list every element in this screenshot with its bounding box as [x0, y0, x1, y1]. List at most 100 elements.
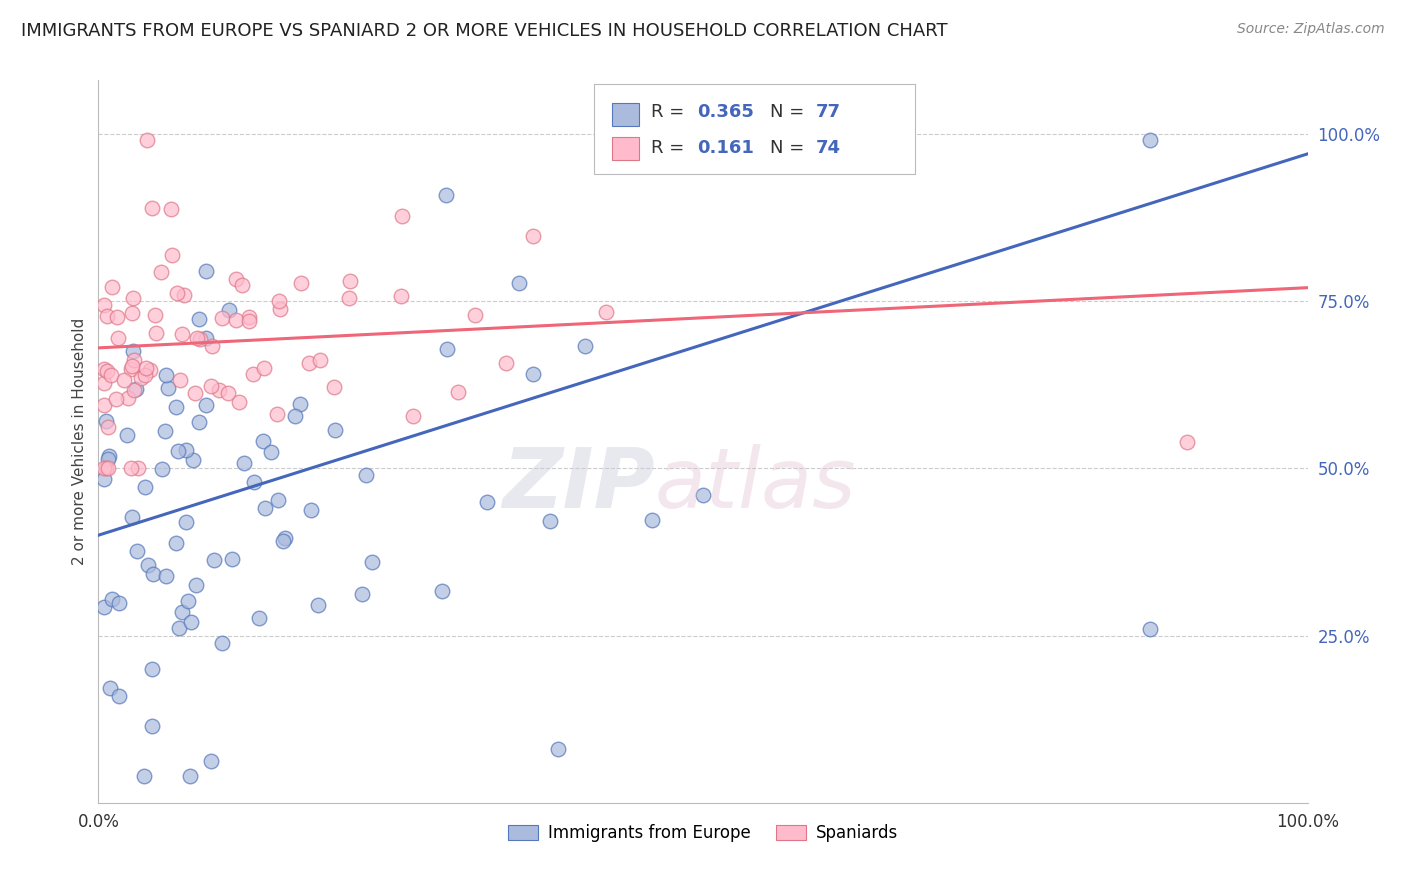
Point — [221, 552, 243, 566]
Point — [337, 291, 360, 305]
Point — [122, 383, 145, 397]
Point — [217, 385, 239, 400]
Point — [195, 264, 218, 278]
Point — [134, 480, 156, 494]
Point — [153, 424, 176, 438]
Point — [142, 566, 165, 581]
Point — [155, 368, 177, 382]
Point — [167, 621, 190, 635]
Point — [174, 442, 197, 457]
Point — [574, 339, 596, 353]
Point — [354, 467, 377, 482]
Point — [430, 584, 453, 599]
Point — [141, 662, 163, 676]
Point — [254, 501, 277, 516]
Point — [200, 754, 222, 768]
Point — [139, 363, 162, 377]
Point — [112, 373, 135, 387]
Point — [180, 615, 202, 629]
Point — [207, 383, 229, 397]
FancyBboxPatch shape — [613, 136, 638, 160]
Point — [307, 598, 329, 612]
Point — [120, 461, 142, 475]
Point — [225, 272, 247, 286]
Point — [121, 306, 143, 320]
Point — [121, 510, 143, 524]
Point — [247, 611, 270, 625]
Point — [94, 461, 117, 475]
Point — [125, 382, 148, 396]
Point — [391, 209, 413, 223]
Point — [169, 373, 191, 387]
Point — [93, 298, 115, 312]
Point — [179, 769, 201, 783]
Point — [538, 514, 561, 528]
Point — [269, 301, 291, 316]
Point — [107, 331, 129, 345]
Point — [135, 361, 157, 376]
Text: N =: N = — [769, 139, 804, 157]
Point — [692, 488, 714, 502]
Point — [508, 276, 530, 290]
Point — [186, 330, 208, 344]
Point — [595, 305, 617, 319]
Point — [274, 531, 297, 545]
Point — [150, 265, 173, 279]
Point — [283, 409, 305, 423]
Point — [233, 456, 256, 470]
Point — [252, 434, 274, 448]
Point — [188, 332, 211, 346]
Point — [522, 367, 544, 381]
Legend: Immigrants from Europe, Spaniards: Immigrants from Europe, Spaniards — [502, 817, 904, 848]
Point — [176, 594, 198, 608]
Point — [267, 493, 290, 508]
Point — [1139, 622, 1161, 636]
Text: 77: 77 — [815, 103, 841, 120]
Point — [495, 356, 517, 370]
Text: 0.365: 0.365 — [697, 103, 754, 120]
Point — [166, 285, 188, 300]
Point — [108, 596, 131, 610]
Point — [260, 445, 283, 459]
Point — [361, 555, 384, 569]
Point — [547, 742, 569, 756]
Point — [135, 134, 157, 148]
Text: 0.161: 0.161 — [697, 139, 754, 157]
Text: R =: R = — [651, 103, 690, 120]
Point — [141, 719, 163, 733]
Point — [120, 361, 142, 376]
Point — [165, 535, 187, 549]
Point — [101, 591, 124, 606]
Point — [96, 461, 118, 475]
Point — [122, 344, 145, 359]
Point — [101, 279, 124, 293]
Point — [96, 310, 118, 324]
Point — [96, 414, 118, 428]
Point — [100, 368, 122, 382]
Point — [211, 636, 233, 650]
Point — [436, 343, 458, 357]
Point — [134, 368, 156, 382]
Point — [389, 289, 412, 303]
Point — [143, 308, 166, 322]
Point — [218, 302, 240, 317]
Point — [150, 462, 173, 476]
Point — [121, 291, 143, 305]
FancyBboxPatch shape — [595, 84, 915, 174]
Point — [160, 202, 183, 217]
Point — [231, 278, 253, 293]
Point — [225, 313, 247, 327]
Point — [98, 450, 121, 464]
Point — [97, 452, 120, 467]
Point — [447, 385, 470, 400]
Point — [156, 381, 179, 395]
Text: atlas: atlas — [655, 444, 856, 525]
Point — [271, 533, 294, 548]
Point — [93, 361, 115, 376]
Point — [242, 368, 264, 382]
Point — [108, 689, 131, 703]
Point — [170, 327, 193, 342]
Point — [238, 310, 260, 324]
Point — [183, 386, 205, 401]
Point — [165, 400, 187, 414]
